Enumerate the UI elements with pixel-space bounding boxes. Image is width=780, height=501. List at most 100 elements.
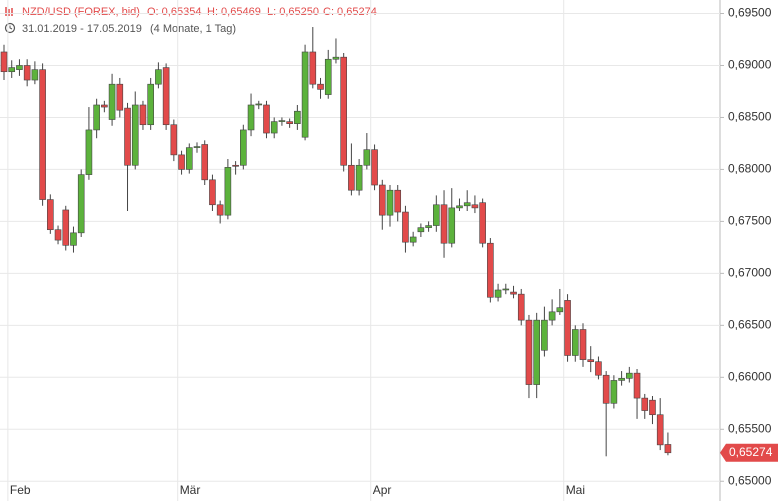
candle-body (255, 103, 263, 106)
candle (201, 140, 209, 186)
x-tick-label: Apr (373, 483, 392, 497)
candle (363, 133, 371, 170)
candle-body (394, 189, 402, 213)
candle-body (610, 380, 618, 404)
candle-body (317, 83, 324, 90)
candle-body (548, 311, 556, 321)
candle (85, 107, 93, 180)
candle (556, 288, 564, 315)
y-tick-label: 0,65000 (728, 473, 772, 487)
candle (193, 142, 201, 153)
candle (0, 44, 8, 81)
candle-body (425, 225, 432, 228)
chart-subtitle: 31.01.2019 - 17.05.2019 (22, 23, 142, 35)
candle (633, 368, 641, 419)
candle-body (595, 361, 602, 376)
candle-body (402, 211, 409, 243)
candle-body (649, 399, 656, 416)
candle-body (494, 289, 502, 298)
candle (571, 325, 579, 362)
candle-body (440, 204, 448, 244)
candle (317, 77, 324, 99)
candle (649, 396, 656, 425)
candle-body (8, 67, 16, 73)
candle-body (101, 104, 108, 108)
candle-body (108, 83, 116, 120)
candle (23, 59, 31, 87)
candle-body (47, 199, 54, 231)
candle-body (224, 167, 232, 216)
candle-body (378, 184, 386, 216)
candle (479, 198, 486, 248)
candle-body (564, 300, 571, 356)
candle (541, 306, 548, 357)
candle-body (131, 104, 139, 166)
candle-body (340, 56, 347, 166)
candle (131, 91, 139, 170)
candle-body (602, 374, 610, 404)
candle (664, 432, 672, 456)
last-price-label: 0,65274 (729, 445, 773, 459)
candle (378, 179, 386, 230)
y-tick-label: 0,66500 (728, 318, 772, 332)
candle (62, 205, 70, 251)
candle (595, 356, 602, 380)
ohlc-open: O: 0,65354 (147, 6, 201, 18)
candle-body (355, 164, 363, 191)
chart-title: NZD/USD (FOREX, bid) (22, 6, 140, 18)
candle (355, 159, 363, 196)
ohlc-close: C: 0,65274 (323, 6, 377, 18)
candle-body (487, 242, 494, 298)
candle-body (240, 129, 247, 166)
candle-body (479, 202, 486, 244)
candle-body (556, 307, 564, 313)
chart-icon (5, 7, 13, 16)
ohlc-high: H: 0,65469 (207, 6, 261, 18)
candle (216, 200, 224, 224)
candle (240, 124, 247, 170)
y-tick-label: 0,67500 (728, 214, 772, 228)
candle-body (155, 69, 162, 85)
candle (54, 225, 62, 245)
candle-body (301, 51, 309, 138)
candle-body (170, 124, 178, 156)
candle-body (433, 204, 440, 226)
candle (517, 288, 525, 326)
candle-body (626, 372, 633, 379)
candle (155, 62, 162, 89)
candle (124, 102, 131, 212)
x-tick-label: Mai (566, 483, 585, 497)
candle-body (185, 147, 193, 170)
candle (417, 223, 425, 237)
candle (162, 63, 170, 130)
candle (626, 366, 633, 383)
candle (533, 312, 540, 399)
candle-body (371, 149, 378, 186)
candle-body (216, 204, 224, 216)
candle (31, 61, 39, 85)
candle (278, 117, 286, 126)
clock-icon (4, 22, 16, 34)
candle (587, 346, 595, 373)
candle (510, 285, 517, 299)
candle-body (463, 202, 471, 207)
candle-body (232, 164, 239, 167)
candle-body (209, 179, 216, 206)
candle-body (0, 51, 8, 73)
candle (309, 27, 317, 89)
candle (209, 174, 216, 212)
y-tick-label: 0,68500 (728, 110, 772, 124)
candle-body (641, 397, 649, 411)
candle (602, 371, 610, 457)
candle (610, 375, 618, 409)
candle-body (332, 56, 340, 60)
candle (255, 100, 263, 110)
candle (548, 299, 556, 326)
candle (77, 169, 85, 237)
candle-body (93, 104, 100, 131)
candle-body (85, 129, 93, 175)
y-tick-label: 0,69500 (728, 6, 772, 20)
candle-body (278, 120, 286, 122)
candle (487, 238, 494, 303)
